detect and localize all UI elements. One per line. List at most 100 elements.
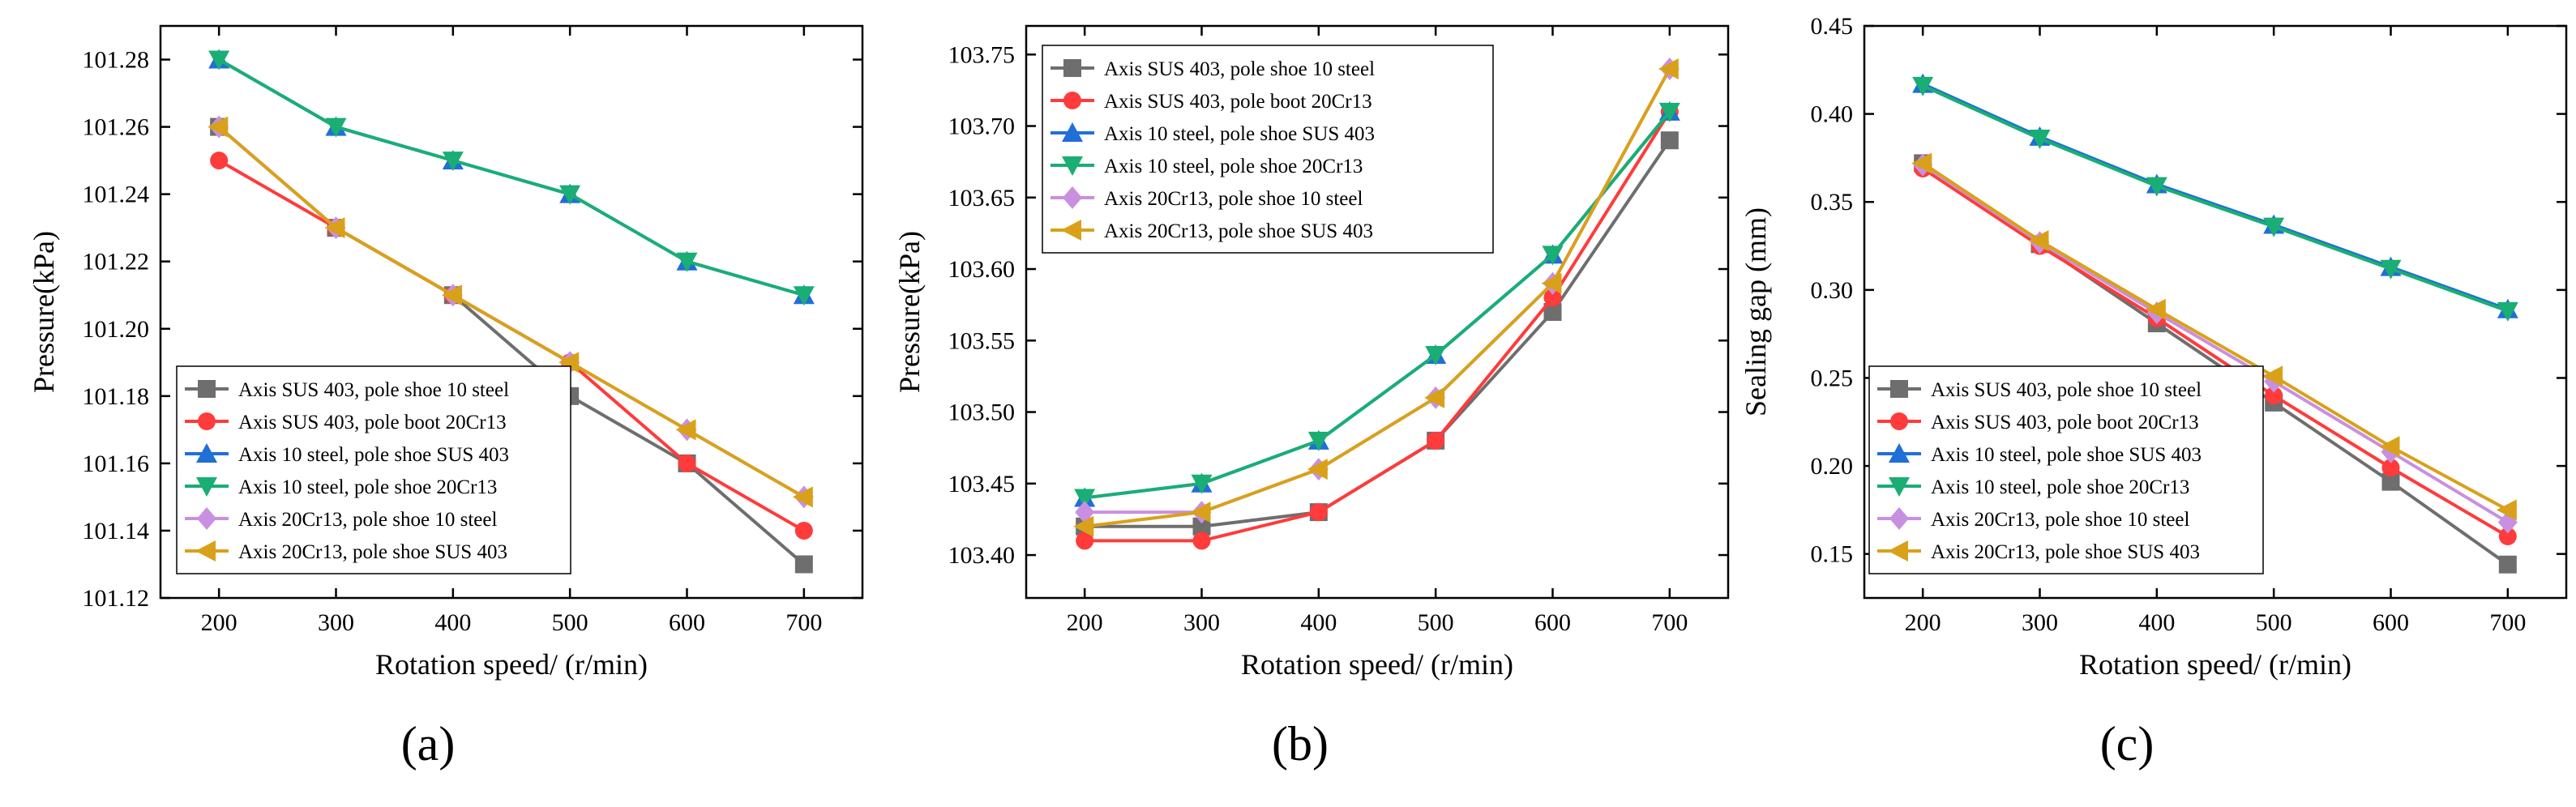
data-point xyxy=(2498,555,2517,574)
data-point xyxy=(1076,532,1094,550)
data-point xyxy=(1911,152,1932,174)
legend-item: Axis 20Cr13, pole shoe SUS 403 xyxy=(1051,220,1373,242)
data-point xyxy=(325,117,347,138)
legend-item: Axis SUS 403, pole shoe 10 steel xyxy=(1877,379,2202,401)
legend-item: Axis 10 steel, pole shoe 20Cr13 xyxy=(1877,476,2189,498)
x-tick-label: 600 xyxy=(669,609,705,636)
series-6 xyxy=(1911,152,2517,521)
legend-label: Axis SUS 403, pole boot 20Cr13 xyxy=(238,412,507,433)
data-point xyxy=(675,419,696,441)
legend-swatch-marker xyxy=(1889,443,1910,463)
data-point xyxy=(2263,217,2285,237)
x-axis-title: Rotation speed/ (r/min) xyxy=(1241,648,1513,681)
data-point xyxy=(1660,131,1679,150)
chart-panel-2: 200 300 400 500 600 700 103.40 103.45 103.50 103.… xyxy=(893,24,1730,771)
data-point xyxy=(1542,246,1564,266)
legend-swatch-marker xyxy=(196,443,217,463)
series-line xyxy=(1922,167,2509,538)
legend-label: Axis 10 steel, pole shoe SUS 403 xyxy=(1931,444,2202,466)
data-point xyxy=(1075,501,1095,524)
series-line xyxy=(1084,110,1671,500)
series-4 xyxy=(208,50,815,306)
legend-item: Axis 20Cr13, pole shoe 10 steel xyxy=(185,507,497,531)
legend-item: Axis 10 steel, pole shoe 20Cr13 xyxy=(185,476,497,498)
chart-panel-1: 200 300 400 500 600 700 101.12 101.14 101.16 101.… xyxy=(28,24,864,771)
series-line xyxy=(1922,84,2509,313)
data-point xyxy=(2262,365,2283,387)
legend: Axis SUS 403, pole shoe 10 steel Axis SUS… xyxy=(176,365,571,574)
legend-item: Axis 10 steel, pole shoe SUS 403 xyxy=(1877,443,2202,466)
data-point xyxy=(792,486,813,508)
y-axis-title: Pressure(kPa) xyxy=(28,231,60,393)
series-4 xyxy=(1912,76,2518,322)
legend-label: Axis 10 steel, pole shoe 20Cr13 xyxy=(238,476,497,498)
data-point xyxy=(1309,503,1328,522)
y-tick-label: 101.14 xyxy=(83,518,150,544)
data-point xyxy=(441,284,462,306)
x-tick-label: 400 xyxy=(434,609,471,636)
data-point xyxy=(1658,102,1680,122)
legend-swatch-marker xyxy=(196,477,217,497)
x-tick-label: 400 xyxy=(2138,609,2175,636)
data-point xyxy=(1658,58,1679,79)
x-tick-label: 300 xyxy=(2022,609,2058,636)
y-tick-label: 103.60 xyxy=(948,256,1016,283)
x-tick-label: 500 xyxy=(2256,609,2292,636)
y-axis-title: Sealing gap (mm) xyxy=(1739,207,1772,416)
legend-swatch-marker xyxy=(198,412,216,430)
data-point xyxy=(1307,431,1329,451)
legend-item: Axis SUS 403, pole shoe 10 steel xyxy=(1051,58,1375,80)
data-point xyxy=(1424,386,1445,408)
panel-label: (c) xyxy=(2100,717,2155,771)
data-point xyxy=(1427,431,1445,450)
legend: Axis SUS 403, pole shoe 10 steel Axis SUS… xyxy=(1868,365,2264,574)
legend-label: Axis SUS 403, pole shoe 10 steel xyxy=(1104,58,1375,80)
legend-label: Axis SUS 403, pole shoe 10 steel xyxy=(1931,379,2202,401)
data-point xyxy=(678,454,696,472)
y-tick-label: 101.24 xyxy=(83,181,150,208)
legend-label: Axis SUS 403, pole shoe 10 steel xyxy=(238,379,509,401)
y-tick-label: 0.15 xyxy=(1811,541,1854,568)
data-point xyxy=(1543,303,1562,321)
data-point xyxy=(558,352,580,374)
data-point xyxy=(1191,474,1213,494)
legend-box xyxy=(1868,365,2264,574)
data-point xyxy=(1073,515,1094,537)
y-tick-label: 101.26 xyxy=(83,114,150,141)
data-point xyxy=(2146,177,2167,197)
legend-label: Axis 20Cr13, pole shoe SUS 403 xyxy=(1931,541,2200,563)
series-line xyxy=(218,58,805,297)
chart-panel-3: 200 300 400 500 600 700 0.15 0.20 0.25 0.30 0.35 0.… xyxy=(1739,13,2568,771)
legend-item: Axis SUS 403, pole boot 20Cr13 xyxy=(185,412,507,433)
legend-label: Axis 20Cr13, pole shoe SUS 403 xyxy=(1104,220,1373,242)
x-tick-label: 200 xyxy=(1067,609,1103,636)
y-tick-label: 0.30 xyxy=(1811,277,1854,304)
legend-label: Axis SUS 403, pole boot 20Cr13 xyxy=(1104,91,1372,113)
data-point xyxy=(1190,502,1211,523)
y-tick-label: 103.75 xyxy=(948,41,1016,68)
series-line xyxy=(1084,67,1671,528)
plot-frame xyxy=(1025,24,1730,600)
data-point xyxy=(324,217,345,239)
y-tick-label: 0.45 xyxy=(1811,13,1854,40)
legend-swatch-marker xyxy=(1890,380,1908,398)
x-tick-label: 500 xyxy=(552,609,588,636)
legend-swatch-marker xyxy=(1063,59,1081,77)
panel-label: (a) xyxy=(401,717,456,771)
legend: Axis SUS 403, pole shoe 10 steel Axis SUS… xyxy=(1042,45,1494,254)
y-tick-label: 101.12 xyxy=(83,585,150,612)
data-point xyxy=(1543,288,1562,307)
y-tick-label: 103.65 xyxy=(948,185,1016,211)
y-tick-label: 0.35 xyxy=(1811,189,1854,216)
legend-item: Axis 10 steel, pole shoe SUS 403 xyxy=(1051,122,1375,145)
legend-swatch-marker xyxy=(1890,412,1908,430)
legend-swatch-marker xyxy=(1061,220,1081,241)
data-point xyxy=(559,185,581,205)
legend-item: Axis 10 steel, pole shoe 20Cr13 xyxy=(1051,156,1363,177)
data-point xyxy=(2380,259,2402,280)
y-tick-label: 101.28 xyxy=(83,47,150,74)
x-tick-label: 600 xyxy=(2373,609,2409,636)
data-point xyxy=(793,286,815,306)
x-tick-label: 700 xyxy=(1651,609,1688,636)
x-tick-label: 300 xyxy=(318,609,354,636)
